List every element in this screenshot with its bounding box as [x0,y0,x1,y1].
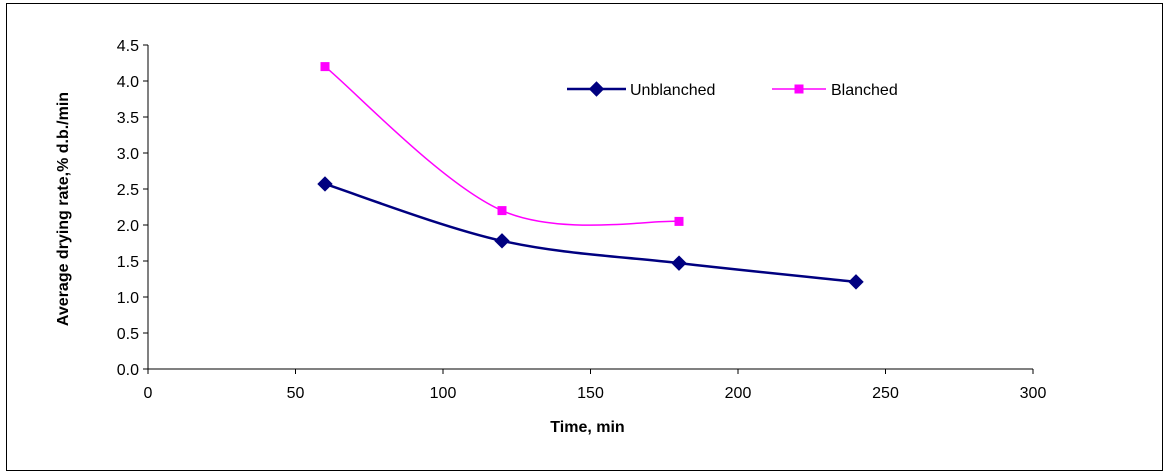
x-tick-labels: 0 50 100 150 200 250 300 [144,369,1047,402]
y-tick-label: 2.0 [117,218,139,235]
series-line-unblanched [324,182,857,284]
y-tick-label: 4.0 [117,74,139,91]
x-tick-label: 300 [1020,385,1047,402]
legend-marker [794,84,804,94]
y-tick-label: 4.5 [117,38,139,55]
series-unblanched [317,176,864,290]
legend-item-blanched: Blanched [772,82,898,99]
data-point-unblanched [848,274,864,290]
legend: Unblanched Blanched [567,81,898,99]
legend-marker [588,81,605,97]
legend-item-unblanched: Unblanched [567,81,715,99]
chart-frame [6,3,1163,471]
data-point-blanched [497,206,507,216]
legend-label: Unblanched [630,82,715,99]
y-tick-label: 2.5 [117,182,139,199]
series-group [317,62,864,290]
y-tick-label: 0.0 [117,362,139,379]
y-tick-label: 0.5 [117,326,139,343]
data-point-unblanched [317,176,333,192]
y-tick-labels: 0.0 0.5 1.0 1.5 2.0 2.5 3.0 3.5 4.0 4.5 [117,38,148,379]
axes [147,45,1033,370]
y-tick-label: 1.5 [117,254,139,271]
data-point-unblanched [494,233,510,249]
y-tick-label: 3.0 [117,146,139,163]
x-tick-label: 100 [430,385,457,402]
x-tick-label: 0 [144,385,153,402]
x-tick-label: 50 [287,385,305,402]
data-point-blanched [320,62,330,72]
x-tick-label: 200 [725,385,752,402]
y-tick-label: 1.0 [117,290,139,307]
data-point-unblanched [671,255,687,271]
legend-label: Blanched [831,82,898,99]
y-tick-label: 3.5 [117,110,139,127]
series-blanched [320,62,684,226]
x-tick-label: 250 [872,385,899,402]
x-tick-label: 150 [577,385,604,402]
x-axis-label: Time, min [550,419,624,436]
y-axis-label: Average drying rate,% d.b./min [55,92,72,326]
data-point-blanched [674,216,684,226]
